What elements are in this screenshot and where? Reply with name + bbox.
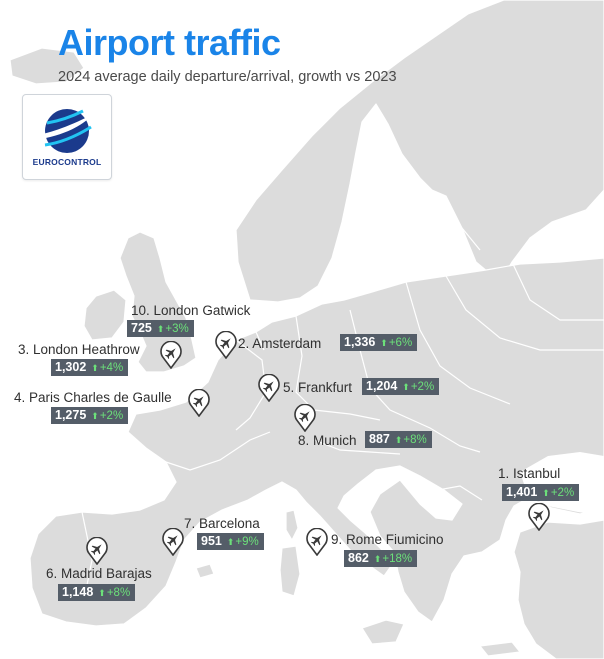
page-title: Airport traffic — [58, 22, 281, 63]
eurocontrol-logo-icon — [39, 109, 95, 153]
airport-growth: +6% — [388, 337, 413, 349]
airport-value: 1,275 — [55, 408, 87, 422]
airport-munich-label: 8. Munich — [298, 433, 357, 448]
airport-paris-cdg-badge: 1,275 ⬆+2% — [51, 407, 129, 424]
growth-arrow-icon: ⬆ — [91, 411, 99, 421]
airplane-pin-icon[interactable] — [160, 341, 182, 369]
airport-value: 887 — [369, 432, 390, 446]
airport-madrid-barajas-label: 6. Madrid Barajas — [46, 566, 152, 581]
growth-arrow-icon: ⬆ — [156, 324, 165, 334]
airport-value: 725 — [131, 321, 152, 335]
airport-value: 1,401 — [506, 485, 538, 499]
airport-barcelona-badge: 951 ⬆+9% — [197, 533, 264, 550]
growth-arrow-icon: ⬆ — [402, 382, 410, 392]
airplane-pin-icon[interactable] — [306, 528, 328, 556]
airport-frankfurt-badge: 1,204 ⬆+2% — [362, 378, 440, 395]
balearic-land — [195, 563, 215, 579]
growth-arrow-icon: ⬆ — [542, 488, 550, 498]
airport-growth: +4% — [99, 362, 124, 374]
airplane-pin-icon[interactable] — [215, 331, 237, 359]
great-britain-land — [119, 231, 197, 373]
growth-arrow-icon: ⬆ — [226, 537, 235, 547]
eurocontrol-logo: EUROCONTROL — [22, 94, 112, 180]
airport-istanbul-label: 1. Istanbul — [498, 466, 561, 481]
airport-growth: +3% — [165, 323, 189, 335]
airport-growth: +9% — [235, 536, 259, 548]
airport-amsterdam-label: 2. Amsterdam — [238, 336, 322, 351]
airplane-pin-icon[interactable] — [294, 404, 316, 432]
airport-frankfurt-label: 5. Frankfurt — [283, 380, 353, 395]
growth-arrow-icon: ⬆ — [91, 363, 99, 373]
airport-london-heathrow-label: 3. London Heathrow — [18, 342, 140, 357]
airport-munich-badge: 887 ⬆+8% — [365, 431, 432, 448]
airport-amsterdam-badge: 1,336 ⬆+6% — [340, 334, 418, 351]
airport-value: 1,336 — [344, 335, 376, 349]
airport-barcelona-label: 7. Barcelona — [184, 516, 260, 531]
airport-london-gatwick-label: 10. London Gatwick — [131, 303, 251, 318]
airport-growth: +2% — [410, 381, 435, 393]
growth-arrow-icon: ⬆ — [380, 338, 388, 348]
page-subtitle: 2024 average daily departure/arrival, gr… — [58, 69, 397, 85]
airport-value: 1,204 — [366, 379, 398, 393]
airport-value: 862 — [348, 551, 369, 565]
airport-paris-cdg-label: 4. Paris Charles de Gaulle — [14, 390, 172, 405]
growth-arrow-icon: ⬆ — [373, 554, 382, 564]
growth-arrow-icon: ⬆ — [394, 435, 403, 445]
growth-arrow-icon: ⬆ — [98, 588, 106, 598]
airport-london-heathrow-badge: 1,302 ⬆+4% — [51, 359, 129, 376]
airport-value: 1,302 — [55, 360, 87, 374]
airplane-pin-icon[interactable] — [258, 374, 280, 402]
ireland-land — [83, 289, 127, 341]
airplane-pin-icon[interactable] — [86, 537, 108, 565]
airport-growth: +8% — [403, 434, 427, 446]
airport-growth: +2% — [99, 410, 124, 422]
eurocontrol-logo-text: EUROCONTROL — [32, 157, 102, 167]
airport-value: 1,148 — [62, 585, 94, 599]
airport-istanbul-badge: 1,401 ⬆+2% — [502, 484, 580, 501]
airport-madrid-barajas-badge: 1,148 ⬆+8% — [58, 584, 136, 601]
iceland-land — [9, 47, 85, 85]
airport-growth: +18% — [382, 553, 413, 565]
airport-growth: +8% — [106, 587, 131, 599]
airplane-pin-icon[interactable] — [528, 503, 550, 531]
sardinia-land — [279, 545, 301, 597]
airport-value: 951 — [201, 534, 222, 548]
baltic-sea — [330, 196, 446, 290]
airport-london-gatwick-badge: 725 ⬆+3% — [127, 320, 194, 337]
crete-land — [479, 641, 521, 657]
airport-rome-fiumicino-label: 9. Rome Fiumicino — [331, 532, 444, 547]
turkey-land — [513, 519, 604, 659]
airport-rome-fiumicino-badge: 862 ⬆+18% — [344, 550, 418, 567]
airport-growth: +2% — [550, 487, 575, 499]
sicily-land — [361, 619, 405, 645]
corsica-land — [285, 509, 299, 541]
airplane-pin-icon[interactable] — [188, 389, 210, 417]
airplane-pin-icon[interactable] — [162, 528, 184, 556]
